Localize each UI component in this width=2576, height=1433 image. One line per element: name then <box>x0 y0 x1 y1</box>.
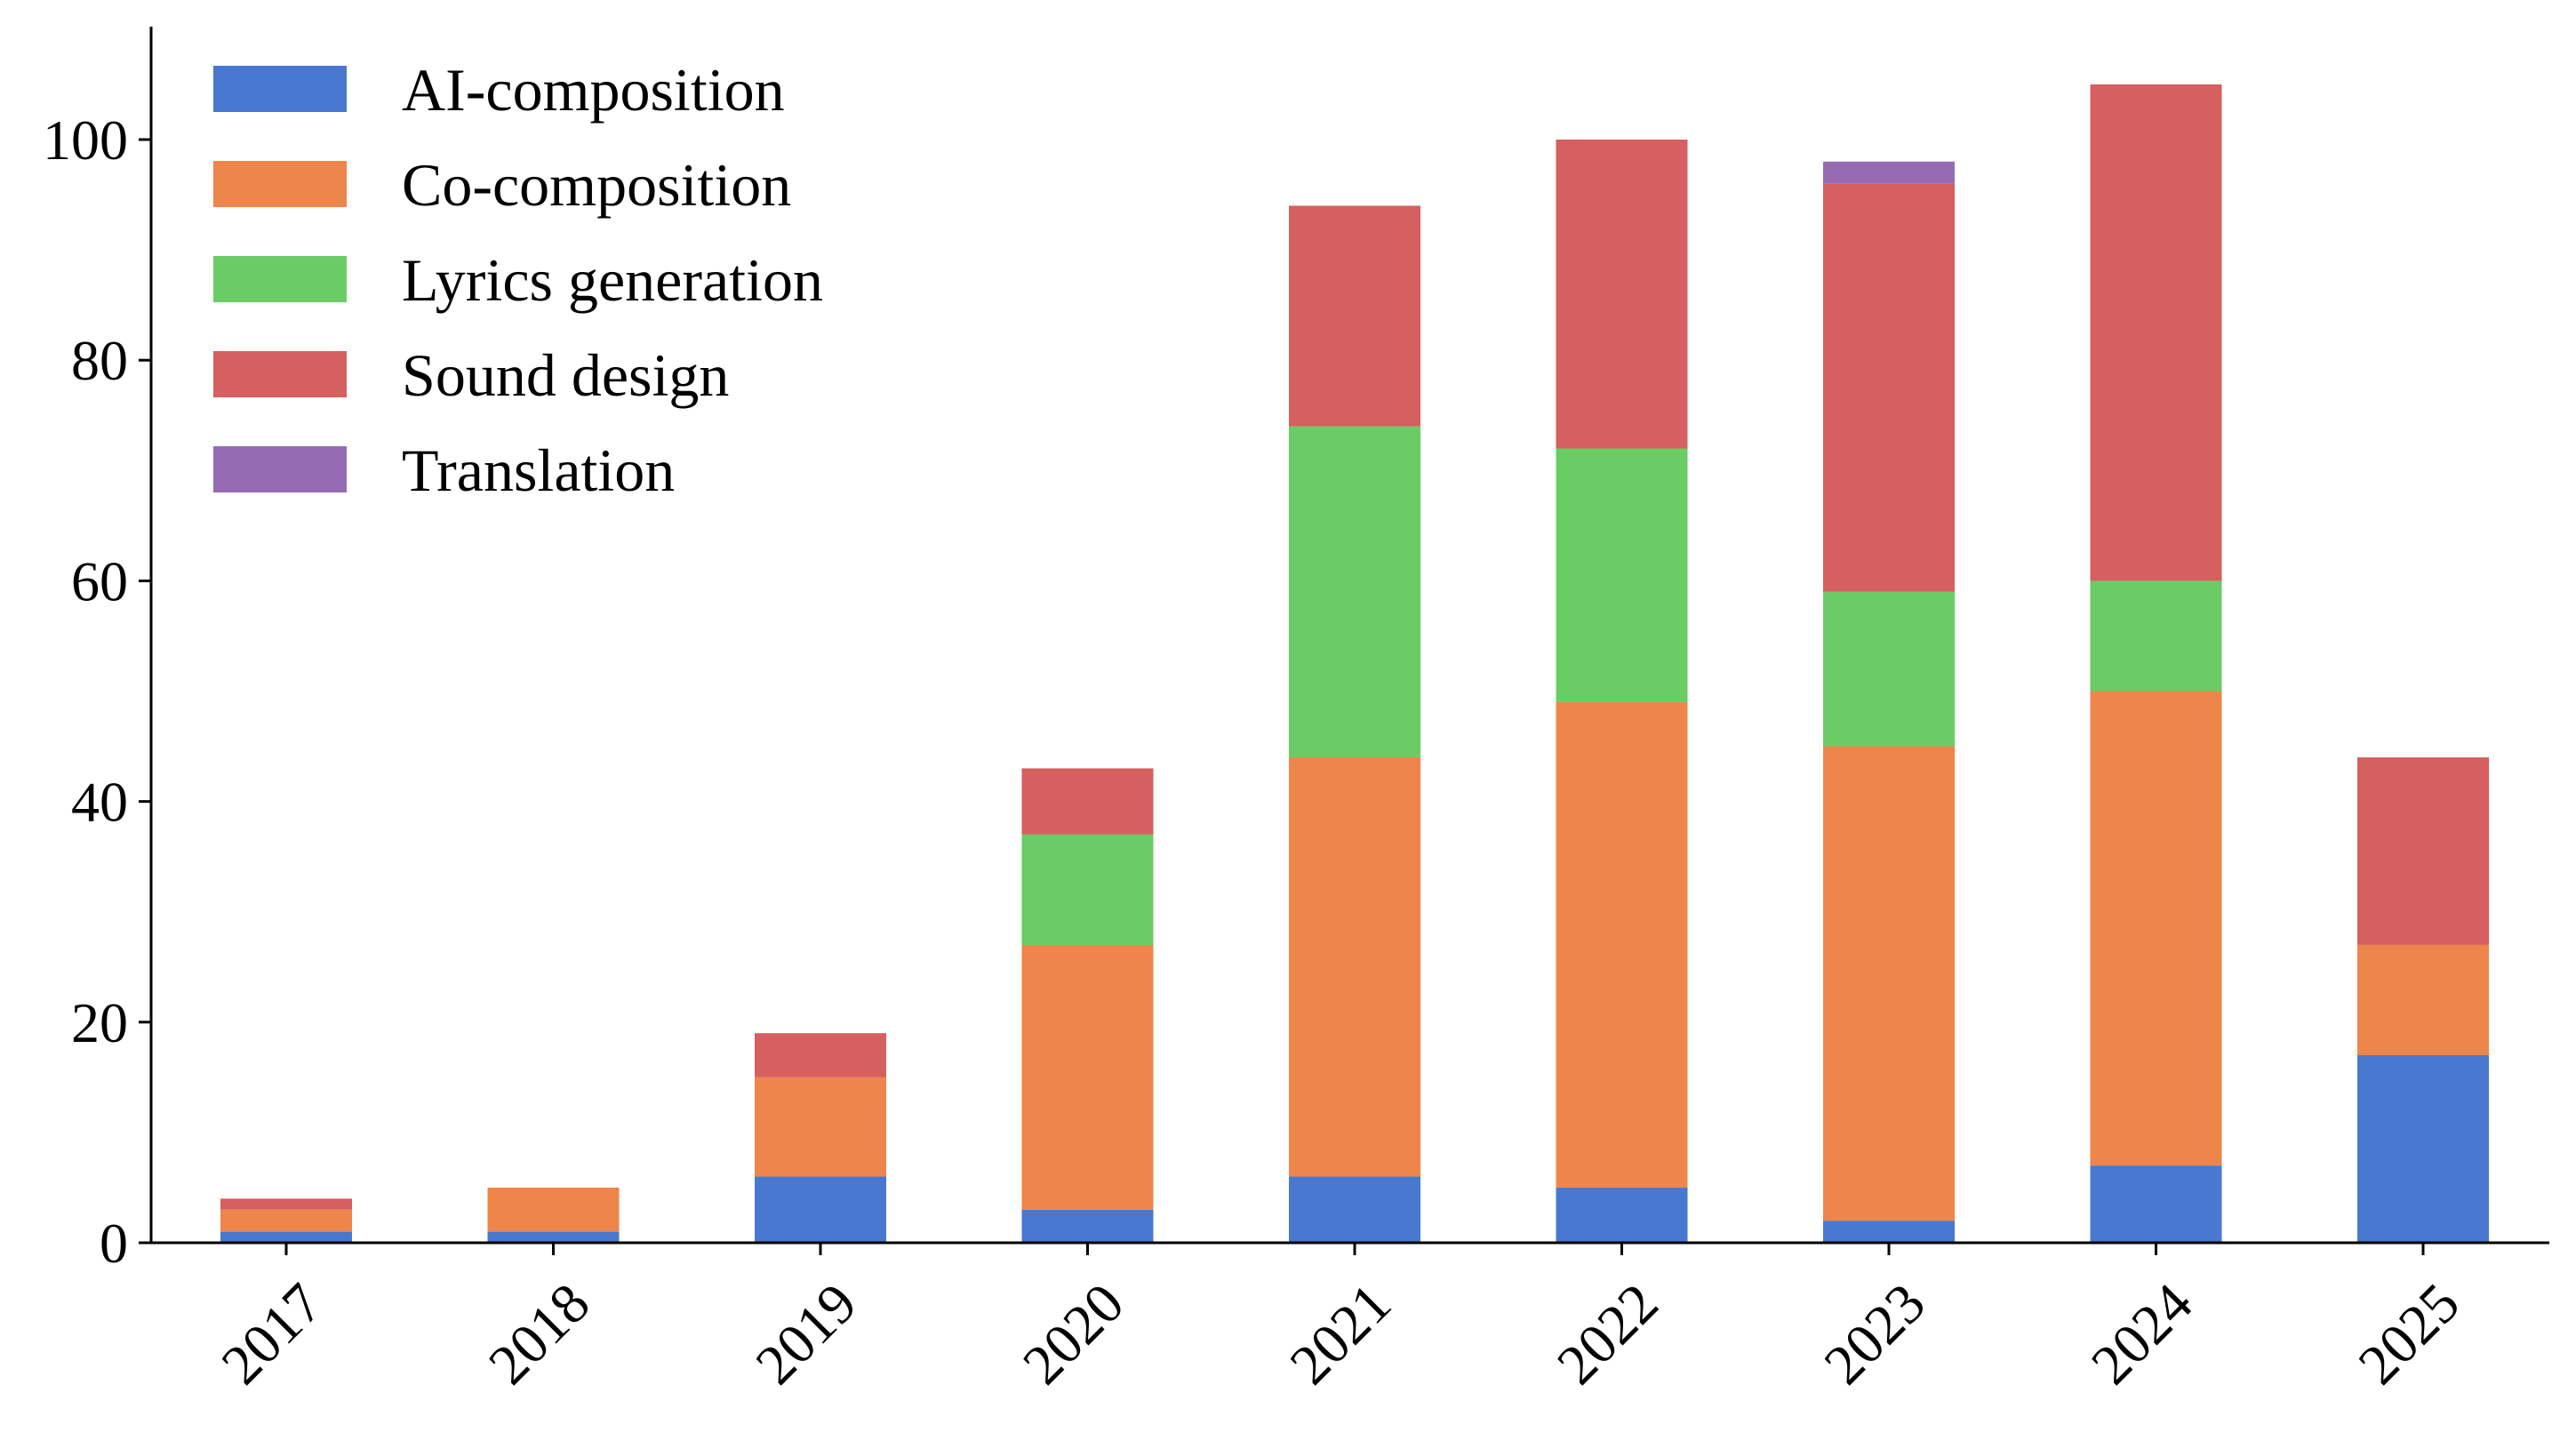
legend-swatch <box>213 351 347 397</box>
bar-2021-ai-composition <box>1289 1176 1420 1243</box>
legend-label: Lyrics generation <box>402 246 823 314</box>
bar-2023-translation <box>1823 161 1955 184</box>
bar-2020-lyrics-generation <box>1021 834 1154 945</box>
bar-2024-lyrics-generation <box>2090 580 2222 692</box>
legend-swatch <box>213 446 347 492</box>
legend-label: Co-composition <box>402 151 791 219</box>
legend: AI-composition Co-composition Lyrics gener… <box>213 56 823 504</box>
bars-group <box>220 84 2489 1243</box>
x-tick-label: 2022 <box>1545 1271 1670 1397</box>
axes-group <box>149 27 2549 1245</box>
x-tick-label: 2019 <box>743 1271 868 1397</box>
legend-swatch <box>213 161 347 207</box>
bar-2017-sound-design <box>220 1198 352 1210</box>
bar-2025-sound-design <box>2357 757 2489 945</box>
bar-2020-co-composition <box>1021 944 1154 1210</box>
x-tick-label: 2020 <box>1011 1271 1136 1397</box>
bar-2022-co-composition <box>1556 701 1688 1188</box>
x-ticks-group: 2017 2018 2019 2020 2021 2022 2023 2024 2025 <box>209 1243 2471 1397</box>
bar-2020-ai-composition <box>1021 1209 1154 1243</box>
bar-2024-ai-composition <box>2090 1165 2222 1243</box>
bar-2018-co-composition <box>487 1187 620 1232</box>
x-tick-label: 2018 <box>476 1271 602 1397</box>
bar-2021-co-composition <box>1289 757 1420 1177</box>
bar-2019-ai-composition <box>755 1176 886 1243</box>
bar-2017-co-composition <box>220 1209 352 1232</box>
bar-2023-lyrics-generation <box>1823 591 1955 747</box>
bar-2017-ai-composition <box>220 1231 352 1243</box>
bar-2022-sound-design <box>1556 140 1688 449</box>
legend-label: AI-composition <box>402 56 785 124</box>
x-tick-label: 2021 <box>1277 1271 1403 1397</box>
bar-2025-co-composition <box>2357 944 2489 1056</box>
bar-2021-lyrics-generation <box>1289 426 1420 757</box>
y-tick-label: 80 <box>71 329 128 392</box>
y-tick-label: 60 <box>71 549 128 612</box>
bar-2018-ai-composition <box>487 1231 620 1243</box>
bar-2021-sound-design <box>1289 205 1420 427</box>
y-tick-label: 20 <box>71 991 128 1054</box>
y-tick-label: 100 <box>43 108 128 172</box>
x-tick-label: 2017 <box>209 1271 334 1397</box>
x-tick-label: 2024 <box>2079 1271 2204 1397</box>
bar-2024-sound-design <box>2090 84 2222 581</box>
bar-2023-ai-composition <box>1823 1221 1955 1243</box>
y-ticks-group: 0 20 40 60 80 100 <box>43 108 151 1275</box>
y-tick-label: 0 <box>100 1212 128 1275</box>
bar-2022-lyrics-generation <box>1556 448 1688 702</box>
legend-label: Translation <box>402 436 675 504</box>
legend-label: Sound design <box>402 341 729 409</box>
bar-2023-sound-design <box>1823 183 1955 592</box>
bar-2024-co-composition <box>2090 691 2222 1166</box>
bar-2019-co-composition <box>755 1077 886 1177</box>
legend-swatch <box>213 66 347 112</box>
y-tick-label: 40 <box>71 771 128 834</box>
bar-2019-sound-design <box>755 1033 886 1077</box>
bar-2022-ai-composition <box>1556 1187 1688 1243</box>
bar-2023-co-composition <box>1823 746 1955 1221</box>
bar-2020-sound-design <box>1021 768 1154 835</box>
bar-2025-ai-composition <box>2357 1055 2489 1243</box>
legend-swatch <box>213 256 347 302</box>
x-tick-label: 2025 <box>2346 1271 2471 1397</box>
x-tick-label: 2023 <box>1812 1271 1937 1397</box>
